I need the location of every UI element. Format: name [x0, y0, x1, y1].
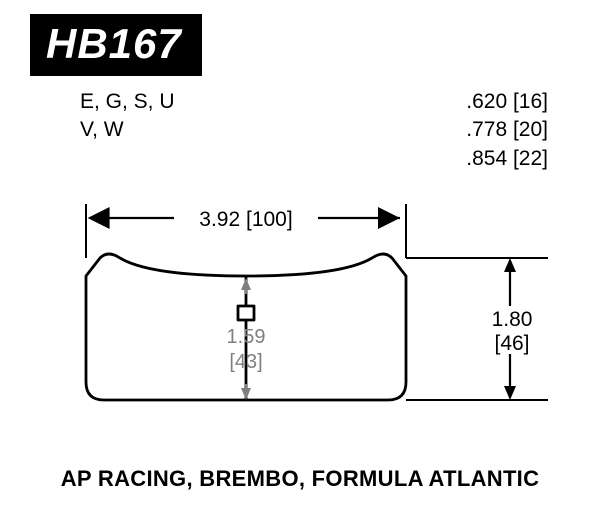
- width-mm: 100: [252, 208, 287, 231]
- inner-mm: 43: [235, 351, 257, 373]
- thickness-list: .620 [16] .778 [20] .854 [22]: [466, 88, 548, 173]
- thickness-row: .778 [20]: [466, 116, 548, 144]
- svg-text:[43]: [43]: [229, 351, 262, 373]
- applications-text: AP RACING, BREMBO, FORMULA ATLANTIC: [0, 466, 600, 492]
- svg-text:[46]: [46]: [494, 332, 529, 355]
- thickness-row: .854 [22]: [466, 145, 548, 173]
- thickness-in: .854: [466, 147, 507, 170]
- thickness-mm: 16: [519, 90, 542, 113]
- codes-line-2: V, W: [80, 116, 175, 144]
- inner-in: 1.59: [227, 326, 266, 348]
- brake-pad-diagram: 3.92 [100] 1.59 [43]: [0, 198, 600, 448]
- thickness-mm: 20: [519, 118, 542, 141]
- compound-codes: E, G, S, U V, W: [80, 88, 175, 145]
- thickness-in: .778: [466, 118, 507, 141]
- height-dimension: 1.80 [46]: [406, 258, 548, 400]
- thickness-mm: 22: [519, 147, 542, 170]
- part-number-badge: HB167: [30, 14, 202, 76]
- thickness-in: .620: [466, 90, 507, 113]
- diagram-svg: 3.92 [100] 1.59 [43]: [0, 198, 600, 448]
- width-dimension: 3.92 [100]: [86, 204, 406, 258]
- codes-line-1: E, G, S, U: [80, 88, 175, 116]
- height-mm: 46: [500, 332, 523, 355]
- width-in: 3.92: [199, 208, 240, 231]
- height-in: 1.80: [492, 308, 533, 331]
- svg-text:3.92 [100]: 3.92 [100]: [199, 208, 292, 231]
- thickness-row: .620 [16]: [466, 88, 548, 116]
